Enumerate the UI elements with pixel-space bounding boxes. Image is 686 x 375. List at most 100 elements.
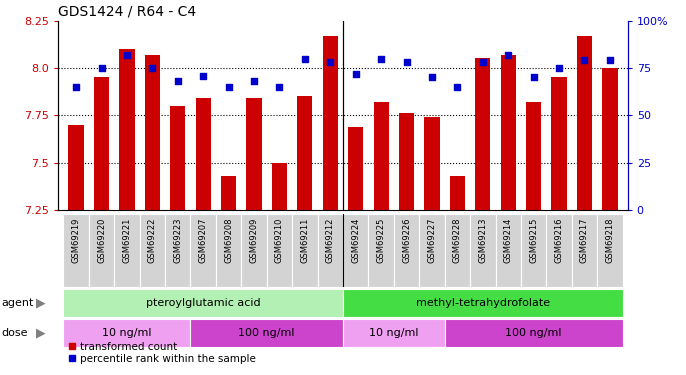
Text: agent: agent	[1, 298, 34, 308]
Text: 10 ng/ml: 10 ng/ml	[102, 328, 152, 338]
Bar	[119, 49, 134, 210]
Bar	[343, 289, 623, 317]
Bar	[577, 36, 592, 210]
Text: GSM69209: GSM69209	[250, 217, 259, 263]
Bar	[69, 125, 84, 210]
Text: GSM69217: GSM69217	[580, 217, 589, 263]
Bar	[343, 214, 368, 287]
Bar	[221, 176, 236, 210]
Point	[223, 84, 234, 90]
Bar	[425, 117, 440, 210]
Bar	[191, 214, 216, 287]
Text: ▶: ▶	[36, 326, 45, 339]
Point	[579, 57, 590, 63]
Point	[401, 59, 412, 65]
Bar	[399, 113, 414, 210]
Text: GSM69226: GSM69226	[402, 217, 411, 263]
Point	[554, 65, 565, 71]
Bar	[140, 214, 165, 287]
Bar	[450, 176, 465, 210]
Point	[299, 56, 310, 62]
Point	[351, 70, 362, 76]
Point	[172, 78, 183, 84]
Bar	[241, 214, 267, 287]
Text: pteroylglutamic acid: pteroylglutamic acid	[146, 298, 261, 308]
Point	[71, 84, 82, 90]
Point	[274, 84, 285, 90]
Bar	[297, 96, 313, 210]
Point	[96, 65, 107, 71]
Text: GSM69223: GSM69223	[174, 217, 182, 263]
Text: GSM69212: GSM69212	[326, 217, 335, 263]
Bar	[470, 214, 495, 287]
Bar	[292, 214, 318, 287]
Bar	[571, 214, 598, 287]
Bar	[419, 214, 445, 287]
Bar	[521, 214, 546, 287]
Bar	[63, 214, 88, 287]
Point	[528, 75, 539, 81]
Text: GSM69207: GSM69207	[199, 217, 208, 263]
Bar	[602, 68, 617, 210]
Bar	[115, 214, 140, 287]
Point	[147, 65, 158, 71]
Bar	[495, 214, 521, 287]
Bar	[63, 289, 343, 317]
Text: GSM69216: GSM69216	[554, 217, 564, 263]
Point	[503, 52, 514, 58]
Text: 100 ng/ml: 100 ng/ml	[506, 328, 562, 338]
Text: GSM69208: GSM69208	[224, 217, 233, 263]
Bar	[343, 319, 445, 347]
Text: ▶: ▶	[36, 296, 45, 309]
Bar	[196, 98, 211, 210]
Text: 10 ng/ml: 10 ng/ml	[369, 328, 418, 338]
Bar	[322, 36, 338, 210]
Text: GSM69213: GSM69213	[478, 217, 487, 263]
Point	[604, 57, 615, 63]
Bar	[272, 163, 287, 210]
Bar	[598, 214, 623, 287]
Bar	[394, 214, 419, 287]
Text: GSM69218: GSM69218	[606, 217, 615, 263]
Bar	[246, 98, 261, 210]
Bar	[348, 127, 364, 210]
Bar	[165, 214, 191, 287]
Point	[452, 84, 463, 90]
Point	[121, 52, 132, 58]
Point	[376, 56, 387, 62]
Bar	[216, 214, 241, 287]
Bar	[368, 214, 394, 287]
Bar	[170, 106, 185, 210]
Legend: transformed count, percentile rank within the sample: transformed count, percentile rank withi…	[64, 338, 260, 368]
Bar	[318, 214, 343, 287]
Bar	[445, 214, 470, 287]
Bar	[145, 55, 160, 210]
Text: dose: dose	[1, 328, 28, 338]
Bar	[88, 214, 115, 287]
Bar	[501, 55, 516, 210]
Bar	[191, 319, 343, 347]
Bar	[445, 319, 623, 347]
Text: GSM69211: GSM69211	[300, 217, 309, 263]
Bar	[552, 78, 567, 210]
Bar	[63, 319, 191, 347]
Point	[248, 78, 259, 84]
Point	[427, 75, 438, 81]
Bar	[546, 214, 571, 287]
Text: GDS1424 / R64 - C4: GDS1424 / R64 - C4	[58, 4, 196, 18]
Text: GSM69219: GSM69219	[71, 217, 80, 263]
Text: GSM69220: GSM69220	[97, 217, 106, 263]
Bar	[267, 214, 292, 287]
Point	[477, 59, 488, 65]
Text: GSM69228: GSM69228	[453, 217, 462, 263]
Text: 100 ng/ml: 100 ng/ml	[239, 328, 295, 338]
Text: GSM69221: GSM69221	[122, 217, 132, 263]
Text: GSM69214: GSM69214	[504, 217, 512, 263]
Point	[198, 72, 209, 78]
Point	[324, 59, 335, 65]
Text: GSM69225: GSM69225	[377, 217, 386, 263]
Text: GSM69215: GSM69215	[529, 217, 538, 263]
Text: methyl-tetrahydrofolate: methyl-tetrahydrofolate	[416, 298, 550, 308]
Bar	[373, 102, 389, 210]
Bar	[526, 102, 541, 210]
